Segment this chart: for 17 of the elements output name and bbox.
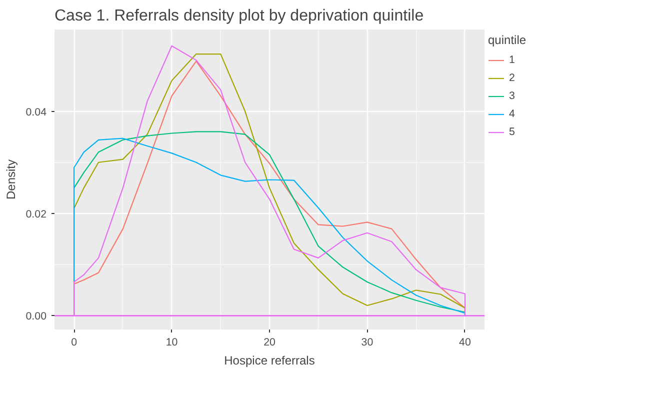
legend-label: 5	[509, 126, 516, 138]
x-tick-label: 40	[459, 336, 471, 348]
x-axis-title: Hospice referrals	[224, 354, 315, 368]
x-tick-label: 10	[166, 336, 178, 348]
x-tick-label: 20	[264, 336, 276, 348]
legend-label: 2	[509, 72, 516, 84]
legend-label: 3	[509, 90, 516, 102]
y-tick-label: 0.02	[26, 208, 47, 220]
y-axis-title: Density	[4, 159, 18, 200]
y-tick-label: 0.00	[26, 310, 47, 323]
legend-title: quintile	[488, 33, 528, 47]
chart-title: Case 1. Referrals density plot by deprivation quintile	[54, 8, 424, 24]
x-tick-label: 0	[71, 336, 78, 348]
legend-label: 1	[509, 54, 516, 66]
x-tick-label: 30	[361, 336, 374, 348]
legend-label: 4	[509, 108, 516, 120]
y-tick-label: 0.04	[26, 106, 47, 118]
